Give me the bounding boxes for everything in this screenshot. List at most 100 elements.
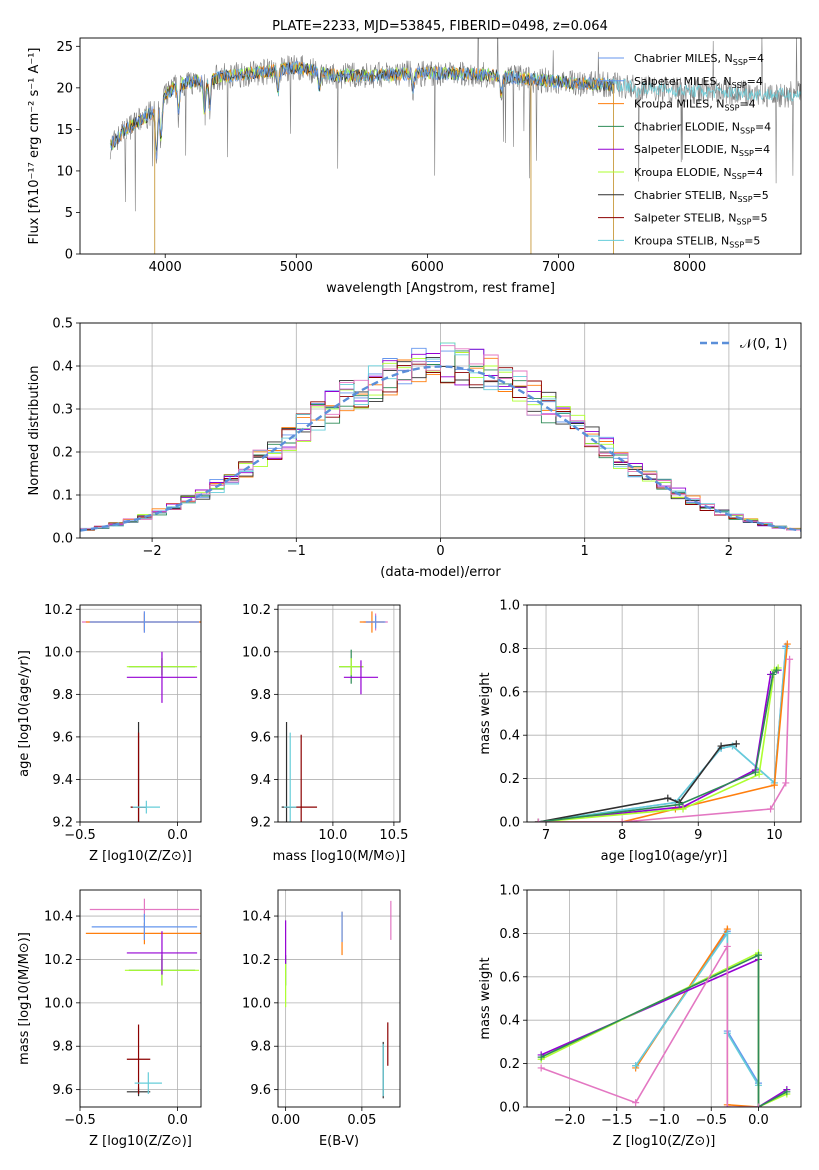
y-tick-label: 5: [65, 206, 73, 221]
x-tick-label: 4000: [149, 260, 182, 275]
x-axis-label: wavelength [Angstrom, rest frame]: [326, 281, 555, 296]
weight-marker: [723, 1103, 731, 1107]
weight-marker: [537, 1053, 545, 1061]
legend-sub: SSP: [729, 240, 744, 249]
y-tick-label: 0.8: [499, 927, 520, 942]
y-tick-label: 10.4: [242, 910, 271, 925]
weight-marker: [618, 818, 626, 822]
mass-vs-z-panel: −0.5 0.0 9.6 9.8 10.0 10.2 10.4 Z [log10(Z/Z⊙)]…: [17, 889, 202, 1149]
plot-area: [80, 342, 801, 533]
y-tick-label: 15: [56, 123, 73, 138]
y-tick-label: 10.0: [242, 645, 271, 660]
legend-text: Kroupa ELODIE, N: [634, 166, 732, 179]
errorbar-point: [343, 660, 379, 695]
legend-suffix: =4: [739, 98, 755, 111]
x-axis-label: mass [log10(M/M⊙)]: [273, 849, 406, 864]
legend-sub: SSP: [740, 126, 755, 135]
y-tick-label: 0.5: [52, 317, 73, 332]
x-tick-label: 0.0: [748, 1113, 769, 1128]
weight-marker: [675, 801, 683, 809]
x-tick-label: −1.0: [648, 1113, 680, 1128]
x-tick-label: −0.5: [695, 1113, 727, 1128]
y-axis-label: Flux [fλ10⁻¹⁷ erg cm⁻² s⁻¹ A⁻¹]: [27, 48, 42, 245]
errorbar-point: [132, 800, 161, 814]
weight-marker: [769, 670, 777, 678]
y-tick-label: 9.2: [250, 816, 271, 831]
legend-suffix: =4: [748, 52, 764, 65]
plot-area: [81, 611, 201, 822]
x-tick-label: 10: [766, 828, 783, 843]
legend-text: Chabrier STELIB, N: [634, 189, 738, 202]
weight-series-line: [540, 953, 788, 1107]
legend-entry: Salpeter MILES, NSSP=4: [634, 75, 763, 90]
y-tick-label: 10: [56, 164, 73, 179]
legend-entry: Kroupa ELODIE, NSSP=4: [634, 166, 763, 181]
weight-series-line: [635, 926, 759, 1107]
mass-vs-ebv-panel: 0.00 0.05 9.6 9.8 10.0 10.2 10.4 E(B-V): [242, 889, 401, 1149]
spectrum-panel: 4000 5000 6000 7000 8000 0 5 10 15 20 25 wavelength…: [27, 37, 802, 296]
y-tick-label: 9.6: [250, 1083, 271, 1098]
axes-frame: [79, 37, 802, 255]
legend-suffix: =4: [747, 166, 763, 179]
y-tick-label: 0.2: [52, 446, 73, 461]
x-tick-label: 10.5: [379, 828, 408, 843]
y-tick-label: 10.2: [44, 953, 73, 968]
errorbar-point: [365, 615, 386, 629]
legend-suffix: =4: [755, 120, 771, 133]
weight-marker: [723, 942, 731, 950]
x-tick-label: 0: [436, 544, 444, 559]
plot-area: [109, 38, 801, 254]
x-tick-label: 7: [542, 828, 550, 843]
y-tick-label: 10.2: [44, 603, 73, 618]
axes-frame: [526, 604, 802, 823]
weight-marker: [782, 779, 790, 787]
x-tick-label: 5000: [280, 260, 313, 275]
legend-text: Salpeter STELIB, N: [634, 212, 736, 225]
errorbar-point: [89, 611, 200, 633]
weight-marker: [754, 1103, 762, 1107]
weight-marker: [751, 768, 759, 776]
weight-marker: [782, 644, 790, 652]
x-tick-label: 7000: [542, 260, 575, 275]
y-tick-label: 0.6: [499, 685, 520, 700]
x-tick-label: 6000: [411, 260, 444, 275]
axes-frame: [79, 604, 202, 823]
y-axis-label: mass [log10(M/M⊙)]: [17, 932, 32, 1065]
y-tick-label: 0.0: [52, 532, 73, 547]
weight-series-line: [538, 667, 779, 822]
x-tick-label: −2: [143, 544, 162, 559]
errorbar-point: [126, 931, 198, 975]
weight-marker: [723, 929, 731, 937]
histogram-steps: [80, 345, 801, 533]
errorbar-point: [134, 1072, 162, 1094]
plot-area: [534, 640, 794, 822]
errorbar-point: [126, 651, 198, 703]
legend-sub: SSP: [733, 58, 748, 67]
x-tick-label: 9: [694, 828, 702, 843]
y-axis-label: age [log10(age/yr)]: [17, 650, 32, 777]
y-tick-label: 20: [56, 81, 73, 96]
legend-entry: Chabrier ELODIE, NSSP=4: [634, 120, 771, 135]
x-tick-label: 8000: [673, 260, 706, 275]
legend-text: Chabrier ELODIE, N: [634, 120, 740, 133]
y-tick-label: 9.2: [52, 816, 73, 831]
legend-sub: SSP: [732, 81, 747, 90]
x-tick-label: −0.5: [64, 828, 96, 843]
weight-marker: [783, 640, 791, 648]
errorbar-point: [126, 1024, 151, 1094]
weight-marker: [755, 770, 763, 778]
legend-text: Kroupa STELIB, N: [634, 234, 729, 247]
age-vs-z-panel: −0.5 0.0 9.2 9.4 9.6 9.8 10.0 10.2 Z [log10(Z/Z⊙…: [17, 603, 202, 864]
legend-suffix: =5: [751, 212, 767, 225]
x-tick-label: 0.00: [271, 1113, 300, 1128]
legend-entry: Chabrier STELIB, NSSP=5: [634, 189, 769, 204]
weight-marker: [717, 742, 725, 750]
y-tick-label: 0.2: [499, 1057, 520, 1072]
weight-marker: [679, 805, 687, 813]
plot-area: [537, 925, 791, 1107]
normal-curve: [80, 365, 801, 532]
legend-suffix: =5: [753, 189, 769, 202]
x-tick-label: −2.0: [554, 1113, 586, 1128]
legend-suffix: =4: [754, 143, 770, 156]
